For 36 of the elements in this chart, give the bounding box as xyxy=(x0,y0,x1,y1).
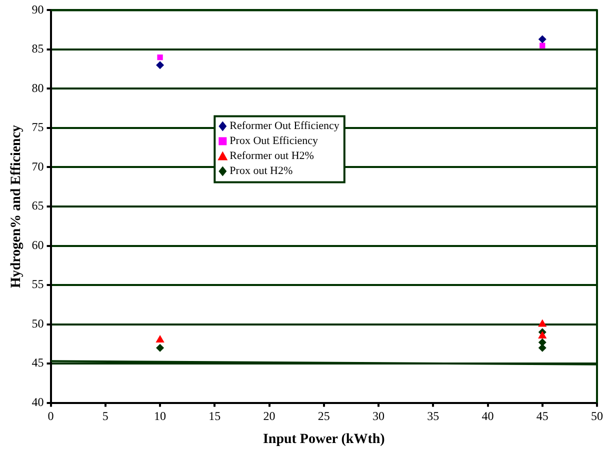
point xyxy=(538,35,546,44)
point xyxy=(156,61,164,70)
x-tick-label: 45 xyxy=(536,409,548,424)
y-tick-label: 45 xyxy=(32,356,44,370)
y-tick-label: 80 xyxy=(32,80,44,95)
point xyxy=(538,331,547,339)
y-tick-label: 60 xyxy=(32,238,44,252)
y-tick-label: 65 xyxy=(32,198,44,213)
point xyxy=(156,334,164,342)
x-tick-label: 25 xyxy=(318,409,330,424)
y-tick-label: 90 xyxy=(32,2,44,16)
y-tick-label: 40 xyxy=(32,394,44,409)
legend-label: Reformer Out Efficiency xyxy=(230,120,340,132)
x-axis-title: Input Power (kWth) xyxy=(262,432,386,448)
x-tick-label: 5 xyxy=(102,409,108,424)
point xyxy=(157,54,163,60)
x-tick-label: 10 xyxy=(154,409,166,424)
legend-label: Reformer out H2% xyxy=(230,150,314,162)
y-tick-label: 85 xyxy=(32,42,44,56)
x-tick-label: 40 xyxy=(482,409,494,424)
legend-label: Prox Out Efficiency xyxy=(230,135,319,148)
legend-label: Prox out H2% xyxy=(230,165,293,178)
y-tick-label: 75 xyxy=(32,120,44,134)
point xyxy=(540,42,546,48)
point xyxy=(156,344,164,352)
y-tick-label: 70 xyxy=(32,159,44,174)
x-tick-label: 0 xyxy=(48,409,54,424)
x-tick-label: 50 xyxy=(591,409,603,424)
x-tick-label: 20 xyxy=(263,409,276,424)
x-tick-label: 35 xyxy=(427,409,440,424)
y-tick-label: 50 xyxy=(32,316,44,330)
y-axis-title: Hydrogen% and Efficiency xyxy=(9,124,24,288)
x-tick-label: 15 xyxy=(208,409,221,424)
x-tick-label: 30 xyxy=(372,409,385,424)
y-tick-label: 55 xyxy=(32,277,44,292)
point xyxy=(538,319,547,327)
